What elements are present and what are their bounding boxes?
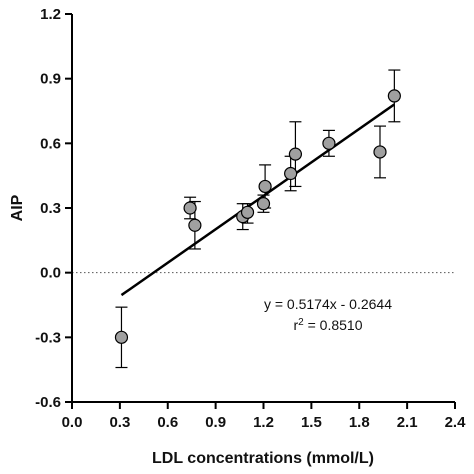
x-tick-label: 0.6 xyxy=(157,414,178,431)
x-tick-label: 2.4 xyxy=(445,414,467,431)
x-tick-label: 0.3 xyxy=(109,414,130,431)
y-tick-label: 0.0 xyxy=(40,265,61,282)
r-squared-label: r2 = 0.8510 xyxy=(293,317,362,334)
data-point xyxy=(188,218,202,232)
x-tick-label: 1.5 xyxy=(301,414,322,431)
x-axis-title: LDL concentrations (mmol/L) xyxy=(152,450,374,467)
data-point xyxy=(114,330,129,344)
y-axis-title: AIP xyxy=(9,194,26,221)
regression-equation: y = 0.5174x - 0.2644 xyxy=(264,296,392,312)
y-tick-label: -0.3 xyxy=(35,329,61,346)
y-tick-label: 0.6 xyxy=(40,135,61,152)
data-point xyxy=(288,147,303,161)
y-tick-label: 0.9 xyxy=(40,71,61,88)
x-tick-label: 0.9 xyxy=(205,414,226,431)
data-point xyxy=(373,145,387,159)
y-tick-label: 0.3 xyxy=(40,200,61,217)
r-squared-value: = 0.8510 xyxy=(304,317,363,333)
data-point xyxy=(258,179,272,194)
x-tick-label: 2.1 xyxy=(397,414,418,431)
data-point xyxy=(256,197,271,211)
r-squared-prefix: r xyxy=(293,317,298,333)
data-point xyxy=(240,205,255,219)
data-point xyxy=(284,166,298,181)
regression-line xyxy=(120,103,396,297)
y-tick-label: -0.6 xyxy=(35,394,61,411)
data-point xyxy=(387,89,401,103)
r-squared-superscript: 2 xyxy=(298,317,304,328)
x-tick-label: 0.0 xyxy=(62,414,83,431)
x-tick-label: 1.2 xyxy=(253,414,274,431)
x-tick-label: 1.8 xyxy=(349,414,370,431)
data-point xyxy=(183,201,197,215)
data-point xyxy=(322,136,336,150)
y-tick-label: 1.2 xyxy=(40,6,61,23)
